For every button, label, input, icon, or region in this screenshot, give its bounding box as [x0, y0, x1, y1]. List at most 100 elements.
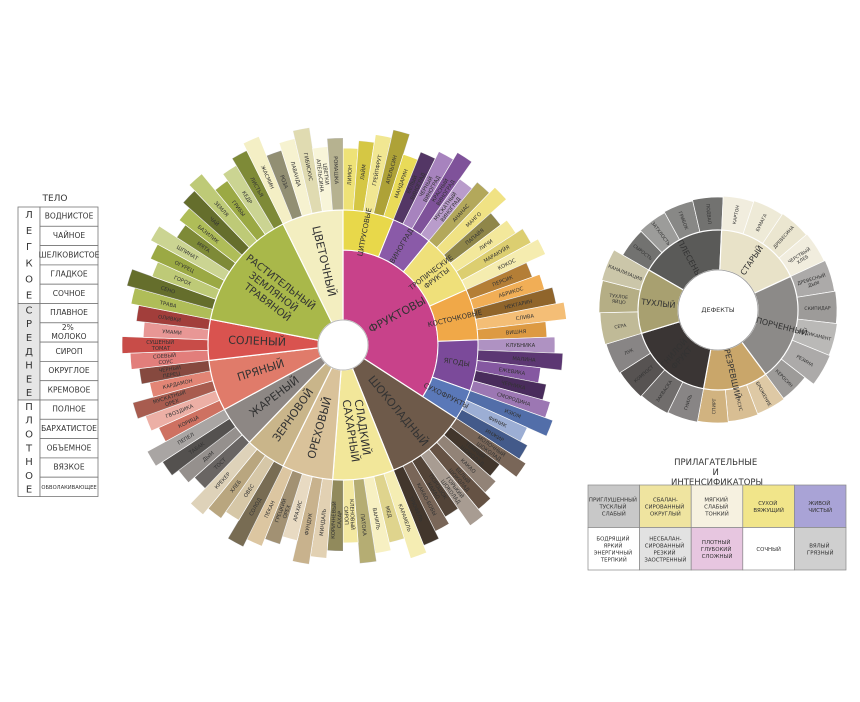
wheel-hole	[317, 319, 369, 371]
defect-item-label-line: СПИРТ	[711, 398, 718, 414]
defect-item-label-line: ХЛЕБ	[796, 254, 810, 266]
adjective-label: СУХОЙ ВЯЖУЩИЙ	[753, 499, 784, 513]
adjective-label-line: ЗАОСТРЕННЫЙ	[644, 556, 686, 563]
flavor-item-label-line: ЦВЕТКИ	[322, 163, 331, 187]
flavor-item-tint	[402, 151, 454, 229]
body-item-line: ОБВОЛАКИВАЮЩЕЕ	[41, 484, 96, 490]
flavor-item-label-line: ТРАВА	[158, 300, 177, 310]
body-item-line: ЧАЙНОЕ	[53, 231, 85, 240]
defects-center-label: ДЕФЕКТЫ	[701, 306, 734, 314]
body-item-line: ОКРУГЛОЕ	[48, 366, 89, 375]
adjective-label-line: ТУСКЛЫЙ	[598, 503, 628, 510]
body-item: ОБВОЛАКИВАЮЩЕЕ	[41, 484, 96, 490]
defect-item-tint	[641, 369, 683, 414]
flavor-item-label-line: ЛИМОН	[347, 165, 354, 186]
adjective-label-line: ОКРУГЛЫЙ	[650, 510, 681, 517]
flavor-item-tint	[343, 479, 359, 544]
flavor-item-tint	[436, 187, 507, 256]
adjectives-title: ПРИЛАГАТЕЛЬНЫЕ И ИНТЕНСИФИКАТОРЫ	[671, 458, 763, 488]
flavor-item-tint	[215, 180, 266, 241]
defect-item-label: СПИРТ	[711, 398, 718, 414]
flavor-item-tint	[194, 434, 250, 489]
adjective-label-line: ТОНКИЙ	[704, 510, 728, 517]
flavor-item-label: ЦВЕТКИ АПЕЛЬСИНА	[315, 158, 331, 193]
body-group-cell	[17, 206, 41, 304]
flavor-item-tint	[475, 302, 567, 330]
flavor-item-label-line: ЧЕРНИКА	[500, 380, 526, 392]
flavor-item-tint	[428, 182, 490, 248]
flavor-item-label-line: ВИШНЯ	[506, 328, 527, 336]
flavor-item-label-line: МЕД	[384, 505, 393, 518]
flavor-item-tint	[132, 380, 216, 419]
adjective-cell	[690, 527, 744, 571]
adjective-label: МЯГКИЙ СЛАБЫЙ ТОНКИЙ	[704, 496, 730, 517]
flavor-item-tint	[353, 140, 375, 212]
adjective-label-line: СОЧНЫЙ	[756, 545, 781, 552]
flavor-subcategory-label-line: ЯГОДЫ	[443, 357, 470, 369]
adjective-label-line: ЧИСТЫЙ	[808, 506, 832, 513]
flavor-item-label: ГИБИСКУС	[302, 152, 313, 182]
body-group-letter: Е	[26, 290, 32, 301]
flavor-item-tint	[470, 380, 551, 418]
body-item: ГЛАДКОЕ	[50, 270, 87, 279]
flavor-item-label: ЧЕРНЫЙ ПЕРЕЦ	[158, 363, 184, 379]
flavor-item-tint	[411, 455, 459, 517]
flavor-item-tint	[477, 336, 555, 354]
adjective-label-line: ГЛУБОКИЙ	[701, 545, 733, 552]
body-item-line: ВОДНИСТОЕ	[45, 212, 94, 221]
body-title-line: ТЕЛО	[41, 194, 67, 204]
flavor-item-label-line: ОРЕХ	[164, 398, 180, 408]
body-group-letter: Т	[25, 443, 33, 454]
defects-center-label-line: ДЕФЕКТЫ	[701, 306, 734, 314]
body-group-letter: Е	[26, 333, 32, 344]
defect-item-label-line: ГНИЛЬ	[683, 394, 694, 411]
flavor-item-tint	[145, 390, 220, 431]
flavor-item-tint	[461, 238, 546, 290]
defect-item-tint	[692, 197, 724, 233]
flavor-item-tint	[443, 426, 500, 477]
flavor-item-label: СУШЕНЫЙ ТОМАТ	[146, 339, 176, 352]
flavor-item-label: КЛЕНОВЫЙ СИРОП	[342, 499, 356, 532]
body-group-letter: Г	[26, 242, 32, 253]
body-group-letter: Е	[26, 374, 32, 385]
adjective-label-line: ЖИВОЙ	[808, 499, 832, 506]
body-group-letter: С	[26, 305, 33, 316]
defect-item-tint	[790, 260, 835, 298]
flavor-item-tint	[190, 442, 258, 515]
flavor-item-tint	[243, 136, 293, 225]
flavor-item-tint	[450, 220, 516, 272]
defect-item-tint	[792, 319, 838, 356]
body-item-line: ВЯЗКОЕ	[53, 463, 84, 472]
flavor-item-label: УМАМИ	[162, 329, 182, 336]
adjective-label-line: СУХОЙ	[758, 499, 779, 506]
defect-item-tint	[620, 353, 665, 397]
defect-item-tint	[601, 250, 649, 291]
body-item-line: СОЧНОЕ	[53, 289, 86, 298]
adjective-cell	[587, 527, 640, 571]
flavor-item-tint	[436, 434, 497, 493]
defect-item-label-line: ПОДВАЛ	[705, 204, 713, 225]
flavor-item-tint	[477, 321, 547, 340]
adjective-label: ЖИВОЙ ЧИСТЫЙ	[808, 499, 832, 513]
body-item: ОКРУГЛОЕ	[48, 366, 89, 375]
defect-item-tint	[721, 196, 754, 235]
flavor-item-tint	[466, 262, 533, 300]
flavor-item-tint	[127, 269, 216, 310]
flavor-item-label: ЛИМОН	[347, 165, 354, 186]
body-item-line: КРЕМОВОЕ	[48, 385, 91, 394]
body-group-letter: О	[25, 274, 33, 285]
body-group-letter: Р	[26, 319, 32, 330]
flavor-item-tint	[443, 213, 501, 264]
defect-item-tint	[746, 374, 785, 414]
body-item: ПЛАВНОЕ	[50, 308, 88, 317]
flavor-item-label: КОРИЧНЕВЫЙ САХАР	[329, 500, 343, 540]
flavor-item-tint	[279, 138, 313, 217]
adjective-cell	[742, 527, 795, 571]
defect-item-label: СЕРА	[614, 322, 628, 330]
body-item-cell	[39, 476, 99, 497]
flavor-item-label-line: СУШЕНЫЙ	[146, 339, 176, 346]
adjective-label-line: ЭНЕРГИЧНЫЙ	[594, 549, 634, 556]
body-item-line: 2%	[62, 323, 76, 332]
body-item: ВЯЗКОЕ	[53, 463, 84, 472]
